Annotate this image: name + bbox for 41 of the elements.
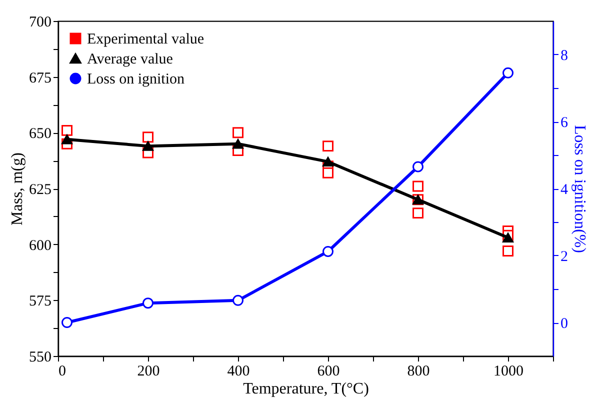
x-tick-label: 200 — [137, 364, 160, 380]
point — [62, 124, 72, 136]
point — [62, 134, 72, 144]
y-axis-title: Mass, m(g) — [9, 152, 26, 226]
y-tick-label: 650 — [29, 126, 52, 142]
y-tick-label: 700 — [29, 14, 52, 30]
y-tick-label: 625 — [29, 182, 52, 198]
y-tick-label: 675 — [29, 70, 52, 86]
legend-label: Average value — [87, 52, 174, 68]
point — [322, 140, 334, 152]
point — [232, 294, 244, 306]
x-tick-label: 400 — [227, 364, 250, 380]
point — [322, 246, 334, 257]
x-tick-label: 800 — [407, 364, 430, 380]
y2-axis-title: Loss on ignition(%) — [571, 125, 588, 253]
x-axis-title: Temperature, T(°C) — [243, 380, 369, 398]
point — [502, 67, 514, 78]
y-tick-label: 550 — [29, 350, 52, 366]
point — [142, 298, 154, 309]
x-tick-label: 1000 — [494, 364, 524, 380]
y2-tick-label: 8 — [560, 48, 568, 64]
point — [142, 141, 154, 151]
x-tick-label: 0 — [58, 364, 66, 380]
legend-label: Experimental value — [87, 32, 204, 48]
legend-label: Loss on ignition — [87, 72, 186, 88]
y2-tick-label: 2 — [560, 249, 568, 265]
y2-tick-label: 4 — [560, 182, 568, 198]
x-tick-label: 600 — [317, 364, 340, 380]
y2-tick-label: 6 — [560, 115, 568, 131]
point — [412, 180, 424, 192]
point — [232, 138, 244, 149]
y-tick-label: 575 — [29, 294, 52, 310]
point — [502, 246, 514, 257]
point — [412, 208, 424, 219]
point — [412, 161, 424, 172]
y-tick-label: 600 — [29, 238, 52, 254]
point — [142, 132, 154, 143]
y2-tick-label: 0 — [560, 316, 568, 332]
point — [62, 317, 72, 328]
point — [232, 127, 244, 138]
point — [502, 232, 514, 242]
